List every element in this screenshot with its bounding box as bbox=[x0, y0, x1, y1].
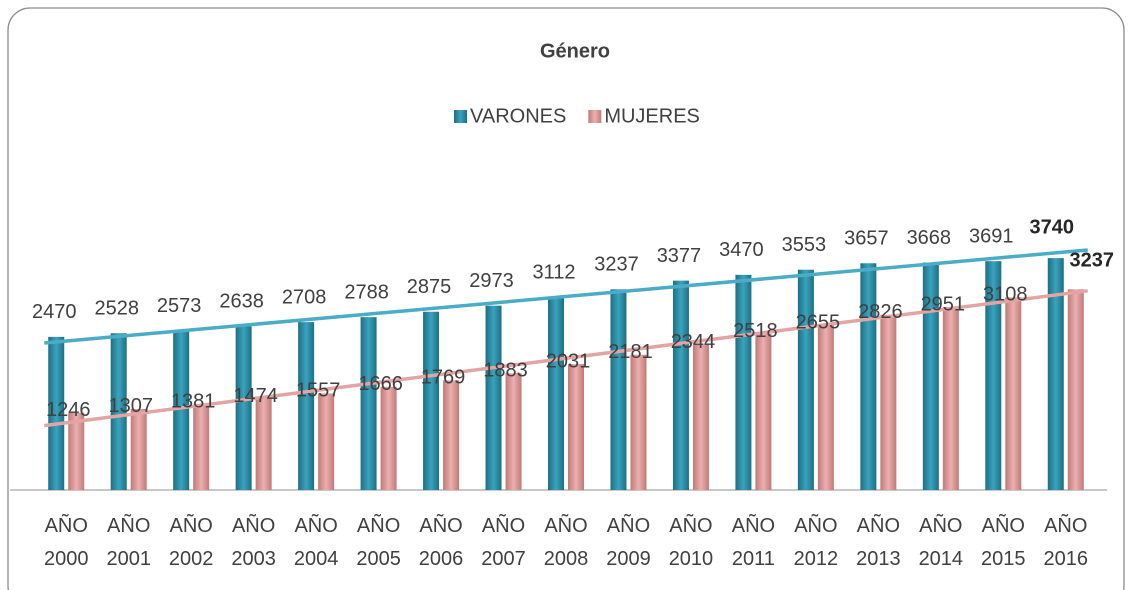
bar bbox=[797, 269, 814, 490]
data-label: 2031 bbox=[546, 350, 591, 372]
x-tick-label: AÑO 2004 bbox=[293, 515, 339, 570]
bar bbox=[755, 333, 772, 490]
bar bbox=[443, 380, 460, 490]
chart-title: Género bbox=[540, 40, 610, 62]
bar bbox=[548, 297, 564, 490]
data-label: 2655 bbox=[796, 312, 841, 334]
data-label: 2788 bbox=[344, 281, 389, 303]
bar bbox=[1067, 289, 1084, 490]
x-tick-label: AÑO 2003 bbox=[231, 515, 276, 570]
bar bbox=[298, 322, 315, 490]
bar bbox=[380, 386, 397, 490]
bar bbox=[672, 280, 689, 490]
x-tick-label: AÑO 2005 bbox=[356, 515, 401, 570]
data-label: 1246 bbox=[46, 399, 91, 421]
bar bbox=[985, 261, 1002, 490]
x-tick-label: AÑO 2006 bbox=[418, 515, 464, 570]
x-tick-label: AÑO 2007 bbox=[481, 515, 526, 570]
data-label: 3657 bbox=[844, 228, 889, 250]
data-label: 2826 bbox=[858, 301, 903, 323]
bar bbox=[692, 344, 709, 490]
data-label: 3470 bbox=[719, 239, 764, 261]
x-tick-label: AÑO 2014 bbox=[918, 515, 964, 570]
data-label: 2528 bbox=[94, 298, 139, 320]
bar bbox=[423, 311, 440, 490]
chart-frame bbox=[7, 7, 1125, 590]
legend-swatch bbox=[454, 110, 467, 123]
bar bbox=[485, 305, 502, 490]
data-label: 2973 bbox=[469, 270, 514, 292]
trend-line bbox=[44, 289, 1088, 428]
x-tick-label: AÑO 2011 bbox=[731, 515, 776, 570]
data-label: 1557 bbox=[296, 380, 341, 402]
bar bbox=[1047, 258, 1064, 490]
data-label: 1307 bbox=[108, 395, 153, 417]
x-tick-label: AÑO 2015 bbox=[981, 515, 1026, 570]
bar bbox=[735, 274, 752, 490]
bar bbox=[68, 412, 85, 490]
legend-swatch bbox=[588, 110, 602, 123]
bar bbox=[922, 262, 939, 490]
bar bbox=[318, 393, 335, 490]
x-tick-label: AÑO 2012 bbox=[793, 515, 839, 570]
data-label: 2344 bbox=[671, 331, 716, 353]
data-label: 3377 bbox=[657, 245, 702, 267]
bar bbox=[255, 398, 272, 490]
bar bbox=[235, 326, 252, 490]
data-label: 3553 bbox=[782, 234, 827, 256]
x-tick-label: AÑO 2000 bbox=[43, 515, 89, 570]
data-label: 2708 bbox=[282, 286, 327, 308]
data-label: 2638 bbox=[219, 291, 264, 313]
bar bbox=[1005, 297, 1022, 490]
data-label: 3112 bbox=[532, 261, 575, 283]
x-tick-label: AÑO 2016 bbox=[1043, 515, 1089, 570]
bar bbox=[610, 289, 627, 490]
data-label: 1666 bbox=[358, 373, 403, 395]
data-label: 2181 bbox=[608, 341, 653, 363]
data-label: 2875 bbox=[407, 276, 452, 298]
x-tick-label: AÑO 2002 bbox=[168, 515, 214, 570]
bar bbox=[860, 263, 877, 490]
legend-label: MUJERES bbox=[604, 105, 700, 127]
data-label: 3691 bbox=[969, 225, 1014, 247]
data-label: 3740 bbox=[1030, 216, 1075, 238]
data-label: 3237 bbox=[1070, 250, 1115, 272]
data-label: 2573 bbox=[157, 295, 202, 317]
data-label: 1381 bbox=[171, 391, 216, 413]
data-label: 1769 bbox=[421, 367, 466, 389]
x-tick-label: AÑO 2009 bbox=[606, 515, 651, 570]
bar bbox=[630, 354, 647, 490]
data-label: 3108 bbox=[983, 284, 1028, 306]
bar bbox=[880, 314, 897, 490]
data-label: 2951 bbox=[921, 293, 966, 315]
bar bbox=[193, 404, 210, 490]
bar bbox=[942, 307, 959, 490]
bar bbox=[48, 336, 65, 490]
x-tick-label: AÑO 2013 bbox=[856, 515, 901, 570]
legend-label: VARONES bbox=[470, 105, 566, 127]
data-label: 3668 bbox=[907, 227, 952, 249]
x-tick-label: AÑO 2001 bbox=[106, 515, 151, 570]
bar bbox=[817, 325, 834, 490]
data-label: 2518 bbox=[733, 320, 778, 342]
bar bbox=[110, 333, 127, 490]
bar bbox=[568, 364, 584, 490]
data-label: 1474 bbox=[233, 385, 278, 407]
x-tick-label: AÑO 2008 bbox=[543, 515, 589, 570]
x-tick-label: AÑO 2010 bbox=[668, 515, 714, 570]
bar bbox=[360, 317, 377, 490]
bar bbox=[130, 408, 147, 490]
data-label: 1883 bbox=[483, 360, 528, 382]
trend-line bbox=[44, 248, 1088, 345]
data-label: 2470 bbox=[32, 301, 77, 323]
bar bbox=[505, 373, 522, 490]
bar bbox=[173, 330, 190, 490]
data-label: 3237 bbox=[594, 254, 639, 276]
